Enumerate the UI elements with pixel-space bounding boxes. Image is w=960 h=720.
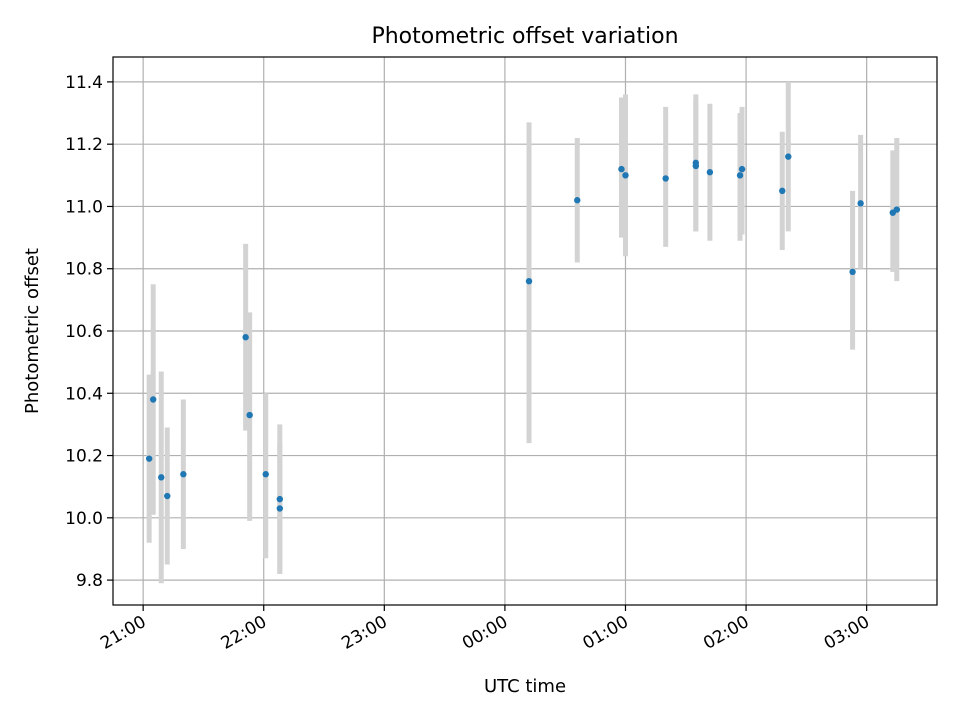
data-point <box>662 175 668 181</box>
data-point <box>739 166 745 172</box>
data-point <box>277 496 283 502</box>
data-point <box>693 160 699 166</box>
y-tick-label: 10.8 <box>65 260 103 280</box>
y-tick-label: 9.8 <box>76 571 103 591</box>
data-point <box>263 471 269 477</box>
data-point <box>277 505 283 511</box>
y-tick-label: 10.4 <box>65 384 103 404</box>
y-tick-label: 10.0 <box>65 509 103 529</box>
y-tick-label: 10.6 <box>65 322 103 342</box>
scatter-chart: 21:00 22:00 23:00 00:00 01:00 02:00 03:00 9.81… <box>0 0 960 720</box>
data-point <box>158 474 164 480</box>
data-point <box>150 396 156 402</box>
chart-background <box>0 0 960 720</box>
y-tick-label: 11.2 <box>65 135 103 155</box>
data-point <box>622 172 628 178</box>
data-point <box>242 334 248 340</box>
data-point <box>618 166 624 172</box>
y-tick-label: 11.0 <box>65 197 103 217</box>
x-axis-label: UTC time <box>484 676 566 697</box>
data-point <box>849 269 855 275</box>
data-point <box>779 188 785 194</box>
data-point <box>737 172 743 178</box>
data-point <box>146 455 152 461</box>
data-point <box>574 197 580 203</box>
data-point <box>857 200 863 206</box>
data-point <box>246 412 252 418</box>
data-point <box>894 206 900 212</box>
y-axis-label: Photometric offset <box>22 248 43 414</box>
data-point <box>180 471 186 477</box>
y-tick-label: 11.4 <box>65 73 103 93</box>
data-point <box>785 153 791 159</box>
data-point <box>526 278 532 284</box>
chart-title: Photometric offset variation <box>371 24 678 49</box>
data-point <box>164 493 170 499</box>
data-point <box>707 169 713 175</box>
y-tick-label: 10.2 <box>65 447 103 467</box>
